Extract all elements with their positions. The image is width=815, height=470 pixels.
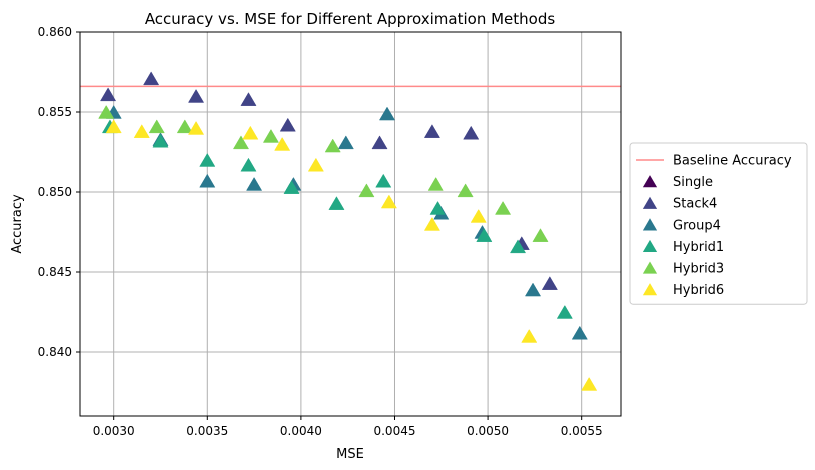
data-point xyxy=(307,157,324,172)
data-point xyxy=(100,87,117,102)
data-point xyxy=(152,133,169,148)
x-axis-label: MSE xyxy=(336,447,364,462)
x-tick-label: 0.0035 xyxy=(186,424,228,438)
data-point xyxy=(524,282,542,297)
data-point xyxy=(375,173,392,188)
data-point xyxy=(429,201,446,215)
data-point xyxy=(324,138,341,153)
legend-swatch-hybrid6 xyxy=(642,283,658,296)
data-point xyxy=(457,183,474,198)
data-point xyxy=(532,228,549,242)
legend-label-baseline: Baseline Accuracy xyxy=(673,154,792,169)
data-point xyxy=(476,228,493,242)
legend-swatch-hybrid3 xyxy=(642,261,658,274)
data-point xyxy=(98,105,115,119)
x-tick-label: 0.0030 xyxy=(93,424,135,438)
data-point xyxy=(188,121,205,135)
series-stack4 xyxy=(100,71,558,290)
data-point xyxy=(199,153,216,167)
legend-label-hybrid3: Hybrid3 xyxy=(673,262,724,277)
data-point xyxy=(279,117,296,132)
data-point xyxy=(510,239,527,254)
x-tick-label: 0.0050 xyxy=(467,424,509,438)
data-point xyxy=(541,276,558,290)
data-point xyxy=(246,177,263,191)
data-point xyxy=(199,173,216,188)
series-hybrid3 xyxy=(98,105,549,242)
data-point xyxy=(242,125,259,140)
series-hybrid6 xyxy=(105,119,598,391)
data-point xyxy=(358,183,375,198)
data-point xyxy=(521,329,538,343)
data-point xyxy=(371,135,388,150)
legend-label-single: Single xyxy=(673,175,713,190)
legend-label-hybrid1: Hybrid1 xyxy=(673,240,724,255)
legend-box xyxy=(629,142,808,305)
data-point xyxy=(463,125,480,140)
chart-title: Accuracy vs. MSE for Different Approxima… xyxy=(145,10,556,28)
legend-swatch-single xyxy=(642,175,658,188)
x-tick-label: 0.0055 xyxy=(561,424,603,438)
data-point xyxy=(105,119,122,134)
legend-swatch-hybrid1 xyxy=(642,239,658,253)
data-point xyxy=(495,201,512,215)
legend-label-group4: Group4 xyxy=(673,218,721,233)
data-point xyxy=(423,124,440,138)
data-point xyxy=(176,119,193,134)
y-tick-label: 0.855 xyxy=(38,105,72,119)
y-tick-label: 0.845 xyxy=(38,265,72,279)
x-tick-label: 0.0040 xyxy=(280,424,322,438)
data-point xyxy=(133,124,150,138)
y-axis-label: Accuracy xyxy=(10,194,25,254)
data-point xyxy=(571,325,588,340)
plot-area-frame xyxy=(79,31,622,417)
grid xyxy=(80,31,621,416)
data-point xyxy=(240,92,257,106)
x-tick-label: 0.0045 xyxy=(373,424,415,438)
legend: Baseline Accuracy Single Stack4 Group4 Hybri… xyxy=(629,142,808,305)
data-point xyxy=(556,305,573,319)
data-point xyxy=(274,137,291,151)
data-point xyxy=(328,196,345,210)
y-tick-label: 0.860 xyxy=(38,25,72,39)
data-point xyxy=(188,89,205,103)
data-point xyxy=(240,157,257,172)
x-axis-ticks: 0.0030 0.0035 0.0040 0.0045 0.0050 0.0055 xyxy=(93,416,603,438)
y-tick-label: 0.840 xyxy=(38,345,72,359)
legend-label-hybrid6: Hybrid6 xyxy=(673,283,724,298)
data-point xyxy=(427,177,444,191)
data-point xyxy=(337,135,354,150)
data-point xyxy=(378,106,396,121)
points-layer xyxy=(98,71,598,391)
data-point xyxy=(423,217,440,231)
data-point xyxy=(283,180,300,194)
data-point xyxy=(143,71,160,86)
data-point xyxy=(148,119,165,134)
legend-swatch-group4 xyxy=(642,218,658,231)
data-point xyxy=(262,129,279,143)
data-point xyxy=(232,135,250,150)
data-point xyxy=(380,194,397,209)
legend-swatch-stack4 xyxy=(642,196,658,209)
y-axis-ticks: 0.840 0.845 0.850 0.855 0.860 xyxy=(38,25,80,359)
data-point xyxy=(470,209,487,223)
series-group4 xyxy=(105,105,588,340)
legend-label-stack4: Stack4 xyxy=(673,197,717,212)
data-point xyxy=(581,377,598,391)
y-tick-label: 0.850 xyxy=(38,185,72,199)
